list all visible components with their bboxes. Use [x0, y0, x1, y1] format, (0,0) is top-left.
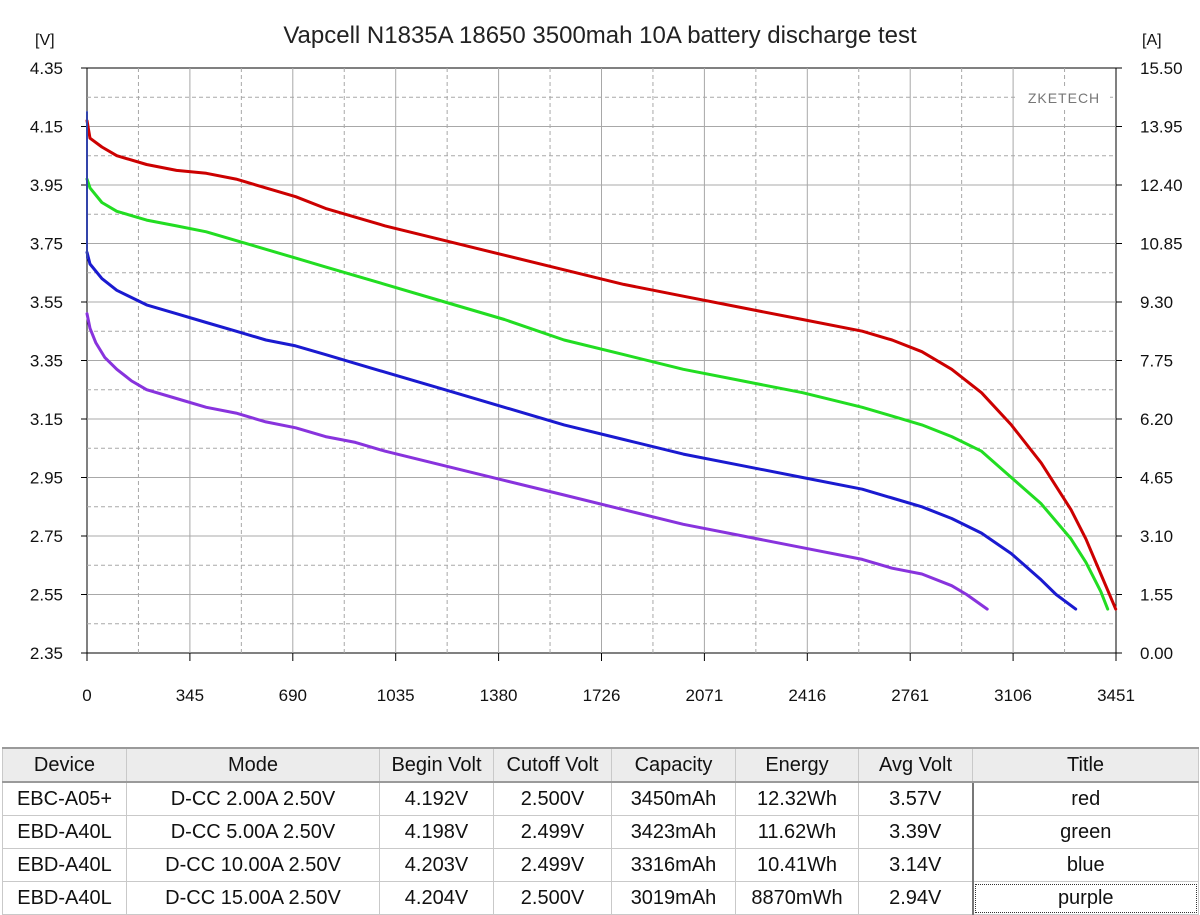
- series-line-purple: [85, 312, 989, 611]
- cell-avg-volt: 3.57V: [858, 781, 973, 816]
- y2-tick-label: 3.10: [1140, 527, 1173, 546]
- y-tick-label: 3.15: [30, 410, 63, 429]
- cell-cutoff-volt: 2.500V: [493, 781, 612, 816]
- cell-mode: D-CC 5.00A 2.50V: [126, 815, 380, 849]
- cell-capacity: 3019mAh: [611, 881, 736, 915]
- table-row[interactable]: EBC-A05+ D-CC 2.00A 2.50V 4.192V 2.500V …: [2, 781, 1199, 816]
- x-tick-label: 3106: [994, 686, 1032, 705]
- grid: [87, 68, 1116, 653]
- cell-device: EBD-A40L: [2, 881, 127, 915]
- cell-avg-volt: 2.94V: [858, 881, 973, 915]
- y-tick-label: 4.35: [30, 59, 63, 78]
- y2-tick-label: 9.30: [1140, 293, 1173, 312]
- series-line-blue: [85, 250, 1078, 611]
- cell-device: EBD-A40L: [2, 848, 127, 882]
- cell-energy: 11.62Wh: [735, 815, 859, 849]
- y2-tick-label: 4.65: [1140, 469, 1173, 488]
- x-tick-label: 690: [279, 686, 307, 705]
- cell-cutoff-volt: 2.499V: [493, 848, 612, 882]
- cell-capacity: 3316mAh: [611, 848, 736, 882]
- y-tick-label: 3.75: [30, 235, 63, 254]
- cell-energy: 8870mWh: [735, 881, 859, 915]
- watermark: ZKETECH: [1028, 90, 1100, 106]
- cell-cutoff-volt: 2.500V: [493, 881, 612, 915]
- header-capacity[interactable]: Capacity: [611, 747, 736, 783]
- y-tick-label: 3.35: [30, 352, 63, 371]
- results-table: Device Mode Begin Volt Cutoff Volt Capac…: [2, 747, 1199, 915]
- cell-avg-volt: 3.14V: [858, 848, 973, 882]
- y-tick-label: 2.35: [30, 644, 63, 663]
- cell-title[interactable]: purple: [971, 881, 1199, 915]
- cell-begin-volt: 4.198V: [379, 815, 494, 849]
- cell-cutoff-volt: 2.499V: [493, 815, 612, 849]
- y-tick-label: 3.55: [30, 293, 63, 312]
- cell-mode: D-CC 10.00A 2.50V: [126, 848, 380, 882]
- cell-title[interactable]: green: [971, 815, 1199, 849]
- table-row[interactable]: EBD-A40L D-CC 10.00A 2.50V 4.203V 2.499V…: [2, 848, 1199, 882]
- y2-tick-label: 15.50: [1140, 59, 1183, 78]
- y2-tick-label: 10.85: [1140, 235, 1183, 254]
- header-device[interactable]: Device: [2, 747, 127, 783]
- y-axis-unit: [V]: [35, 32, 55, 49]
- x-tick-label: 1035: [377, 686, 415, 705]
- y2-tick-label: 7.75: [1140, 352, 1173, 371]
- header-mode[interactable]: Mode: [126, 747, 380, 783]
- y-tick-label: 3.95: [30, 176, 63, 195]
- header-energy[interactable]: Energy: [735, 747, 859, 783]
- cell-device: EBC-A05+: [2, 781, 127, 816]
- x-tick-label: 2071: [685, 686, 723, 705]
- table-row[interactable]: EBD-A40L D-CC 15.00A 2.50V 4.204V 2.500V…: [2, 881, 1199, 915]
- y2-tick-label: 13.95: [1140, 118, 1183, 137]
- cell-energy: 10.41Wh: [735, 848, 859, 882]
- y-tick-label: 2.55: [30, 586, 63, 605]
- header-cutoff-volt[interactable]: Cutoff Volt: [493, 747, 612, 783]
- header-title[interactable]: Title: [972, 747, 1199, 783]
- cell-begin-volt: 4.204V: [379, 881, 494, 915]
- cell-capacity: 3450mAh: [611, 781, 736, 816]
- cell-device: EBD-A40L: [2, 815, 127, 849]
- cell-mode: D-CC 15.00A 2.50V: [126, 881, 380, 915]
- x-tick-label: 3451: [1097, 686, 1135, 705]
- cell-title[interactable]: blue: [971, 848, 1199, 882]
- series-lines: [85, 110, 1118, 611]
- header-avg-volt[interactable]: Avg Volt: [858, 747, 973, 783]
- x-tick-label: 1380: [480, 686, 518, 705]
- y-tick-label: 2.95: [30, 469, 63, 488]
- cell-mode: D-CC 2.00A 2.50V: [126, 781, 380, 816]
- x-tick-label: 345: [176, 686, 204, 705]
- y2-tick-label: 1.55: [1140, 586, 1173, 605]
- y-tick-label: 2.75: [30, 527, 63, 546]
- cell-capacity: 3423mAh: [611, 815, 736, 849]
- series-line-green: [85, 177, 1110, 611]
- header-begin-volt[interactable]: Begin Volt: [379, 747, 494, 783]
- table-row[interactable]: EBD-A40L D-CC 5.00A 2.50V 4.198V 2.499V …: [2, 815, 1199, 849]
- series-line-red: [85, 119, 1118, 611]
- x-tick-label: 2761: [891, 686, 929, 705]
- axes: 4.35 4.15 3.95 3.75 3.55 3.35 3.15 2.95 2.75 2.55…: [30, 59, 1183, 705]
- cell-avg-volt: 3.39V: [858, 815, 973, 849]
- x-tick-label: 2416: [788, 686, 826, 705]
- cell-begin-volt: 4.203V: [379, 848, 494, 882]
- chart-title: Vapcell N1835A 18650 3500mah 10A battery…: [283, 22, 917, 49]
- y2-tick-label: 0.00: [1140, 644, 1173, 663]
- y2-tick-label: 12.40: [1140, 176, 1183, 195]
- cell-begin-volt: 4.192V: [379, 781, 494, 816]
- y2-axis-unit: [A]: [1142, 32, 1162, 49]
- y2-tick-label: 6.20: [1140, 410, 1173, 429]
- cell-energy: 12.32Wh: [735, 781, 859, 816]
- watermark-bg: [1018, 86, 1110, 108]
- table-header-row: Device Mode Begin Volt Cutoff Volt Capac…: [2, 747, 1199, 783]
- cell-title[interactable]: red: [971, 781, 1199, 816]
- y-tick-label: 4.15: [30, 118, 63, 137]
- x-tick-label: 1726: [583, 686, 621, 705]
- discharge-chart: Vapcell N1835A 18650 3500mah 10A battery…: [30, 22, 1183, 705]
- x-tick-label: 0: [82, 686, 91, 705]
